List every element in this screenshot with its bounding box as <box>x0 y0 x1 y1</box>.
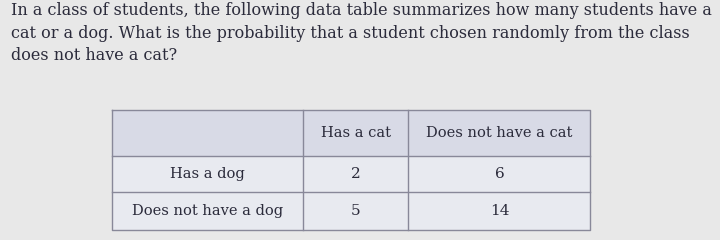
FancyBboxPatch shape <box>112 110 590 156</box>
Text: Has a dog: Has a dog <box>170 167 245 181</box>
Text: Has a cat: Has a cat <box>321 126 391 140</box>
Text: 14: 14 <box>490 204 509 218</box>
Text: Does not have a dog: Does not have a dog <box>132 204 283 218</box>
Text: 6: 6 <box>495 167 504 181</box>
Text: 2: 2 <box>351 167 361 181</box>
FancyBboxPatch shape <box>112 110 590 230</box>
Text: In a class of students, the following data table summarizes how many students ha: In a class of students, the following da… <box>11 2 711 64</box>
Text: Does not have a cat: Does not have a cat <box>426 126 572 140</box>
Text: 5: 5 <box>351 204 361 218</box>
